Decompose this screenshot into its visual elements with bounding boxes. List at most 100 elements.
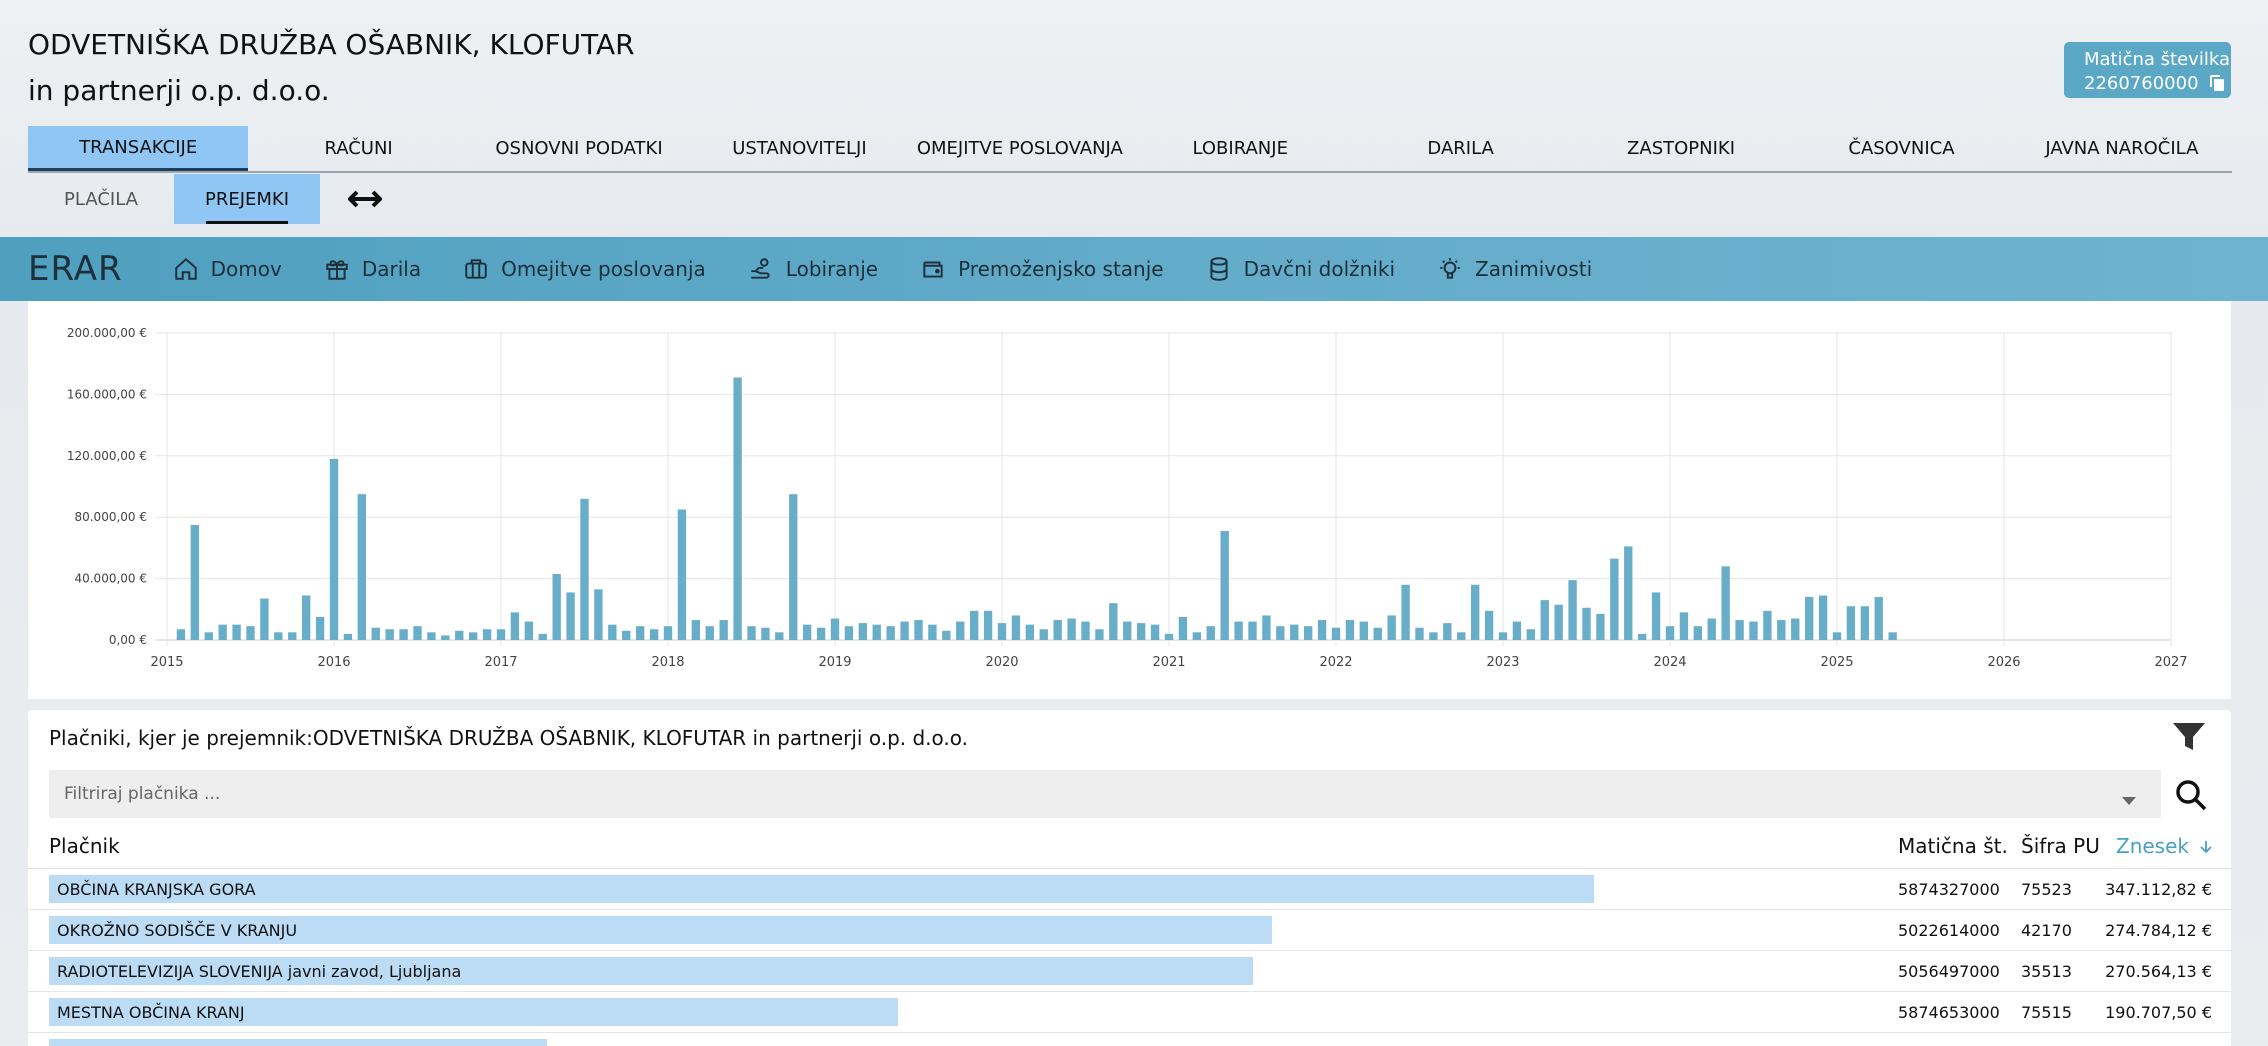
- table-heading: Plačniki, kjer je prejemnik:ODVETNIŠKA D…: [49, 726, 968, 750]
- chart-bar: [872, 624, 881, 640]
- amount-bar: [49, 875, 1594, 903]
- payer-name: MESTNA OBČINA KRANJ: [57, 1003, 245, 1022]
- chevron-down-icon[interactable]: [2122, 790, 2136, 809]
- hand-coin-icon: [751, 258, 770, 279]
- chart-bar: [1540, 600, 1549, 640]
- table-row[interactable]: OKROŽNO SODIŠČE V KRANJU 5022614000 4217…: [28, 910, 2231, 951]
- chart-bar: [649, 629, 659, 640]
- tab-racuni[interactable]: RAČUNI: [324, 138, 393, 159]
- chart-bar: [385, 629, 394, 640]
- registration-number-label: Matična številka: [2084, 49, 2230, 70]
- chart-bar: [1484, 610, 1494, 640]
- chart-bar: [329, 458, 339, 640]
- nav-darila[interactable]: Darila: [324, 256, 421, 282]
- chart-bar: [1554, 604, 1563, 640]
- y-tick-label: 160.000,00 €: [67, 387, 147, 401]
- chart-bar: [552, 573, 561, 640]
- tab-darila[interactable]: DARILA: [1427, 138, 1494, 159]
- nav-domov[interactable]: Domov: [173, 256, 282, 282]
- chart-bar: [482, 629, 492, 640]
- tab-casovnica[interactable]: ČASOVNICA: [1848, 138, 1955, 159]
- chart-bar: [580, 498, 589, 640]
- chart-bar: [747, 626, 756, 640]
- column-header-code[interactable]: Šifra PU: [2021, 834, 2100, 858]
- chart-bar: [204, 632, 213, 640]
- chart-bar: [969, 610, 979, 640]
- nav-premozenjsko-stanje[interactable]: Premoženjsko stanje: [920, 256, 1164, 282]
- chart-bar: [260, 598, 269, 640]
- chart-bar: [1248, 621, 1257, 640]
- y-tick-label: 40.000,00 €: [74, 572, 147, 586]
- tab-omejitve-poslovanja[interactable]: OMEJITVE POSLOVANJA: [916, 138, 1123, 159]
- chart-bar: [900, 621, 909, 640]
- payer-code: 42170: [2021, 921, 2072, 940]
- nav-omejitve-poslovanja[interactable]: Omejitve poslovanja: [463, 256, 706, 282]
- chart-bar: [1109, 603, 1118, 640]
- table-header-divider: [28, 868, 2231, 869]
- nav-omejitve-label: Omejitve poslovanja: [501, 257, 706, 281]
- chart-bar: [1345, 620, 1355, 640]
- chart-bar: [1679, 612, 1689, 640]
- x-tick-label: 2017: [484, 655, 517, 670]
- swap-arrows-icon[interactable]: [320, 174, 410, 224]
- chart-bar: [775, 632, 784, 640]
- subtab-prejemki[interactable]: PREJEMKI: [174, 174, 320, 224]
- transactions-bar-chart: 0,00 € 40.000,00 € 80.000,00 € 120.000,00 €…: [67, 326, 2188, 670]
- payer-amount: 347.112,82 €: [2105, 880, 2212, 899]
- nav-lobiranje[interactable]: Lobiranje: [748, 256, 878, 282]
- nav-zanimivosti[interactable]: Zanimivosti: [1437, 256, 1592, 282]
- payer-amount: 274.784,12 €: [2105, 921, 2212, 940]
- chart-bar: [1192, 632, 1202, 640]
- chart-bar: [301, 595, 311, 640]
- table-row-partial[interactable]: [28, 1033, 2231, 1046]
- column-header-amount[interactable]: Znesek: [2116, 834, 2213, 858]
- chart-bar: [1763, 610, 1772, 640]
- chart-bar: [733, 377, 742, 640]
- payer-reg: 5874653000: [1898, 1003, 2000, 1022]
- chart-bar: [399, 629, 408, 640]
- search-icon[interactable]: [2174, 778, 2208, 816]
- chart-bar: [1443, 623, 1452, 640]
- chart-bar: [524, 621, 534, 640]
- chart-bar: [956, 621, 965, 640]
- sort-arrow-down-icon: [2200, 841, 2212, 854]
- table-row[interactable]: OBČINA KRANJSKA GORA 5874327000 75523 34…: [28, 869, 2231, 910]
- payer-filter-input[interactable]: [49, 770, 2161, 818]
- copy-icon[interactable]: [2210, 75, 2225, 99]
- chart-bar: [1025, 624, 1035, 640]
- tab-lobiranje[interactable]: LOBIRANJE: [1192, 138, 1288, 159]
- tab-transakcije[interactable]: TRANSAKCIJE: [28, 126, 249, 171]
- x-tick-label: 2015: [150, 655, 183, 670]
- payer-name: OKROŽNO SODIŠČE V KRANJU: [57, 921, 298, 940]
- column-header-reg[interactable]: Matična št.: [1898, 834, 2008, 858]
- table-row[interactable]: RADIOTELEVIZIJA SLOVENIJA javni zavod, L…: [28, 951, 2231, 992]
- tab-zastopniki[interactable]: ZASTOPNIKI: [1627, 138, 1736, 159]
- chart-bar: [691, 620, 701, 640]
- x-tick-label: 2026: [1987, 655, 2020, 670]
- chart-bar: [942, 630, 951, 640]
- tab-ustanovitelji[interactable]: USTANOVITELJI: [732, 138, 867, 159]
- registration-number-badge[interactable]: Matična številka 2260760000: [2064, 42, 2231, 98]
- chart-bar: [1791, 618, 1800, 640]
- chart-bar: [1178, 616, 1188, 640]
- bulb-icon: [1440, 258, 1460, 279]
- chart-bar: [1276, 626, 1285, 640]
- chart-bar: [1387, 615, 1396, 640]
- nav-davcni-dolzniki[interactable]: Davčni dolžniki: [1206, 256, 1395, 282]
- erar-logo[interactable]: ERAR: [28, 249, 123, 289]
- tab-javna-narocila[interactable]: JAVNA NAROČILA: [2045, 138, 2199, 159]
- chart-bar: [427, 632, 436, 640]
- payer-code: 75515: [2021, 1003, 2072, 1022]
- home-icon: [174, 257, 197, 280]
- chart-bar: [343, 633, 353, 640]
- filter-icon[interactable]: [2172, 722, 2206, 756]
- nav-davcni-label: Davčni dolžniki: [1243, 257, 1396, 281]
- nav-lobiranje-label: Lobiranje: [785, 257, 879, 281]
- subtab-placila[interactable]: PLAČILA: [64, 188, 138, 210]
- chart-bar: [844, 626, 854, 640]
- chart-bar: [1150, 624, 1160, 640]
- column-header-payer[interactable]: Plačnik: [49, 834, 120, 858]
- tab-osnovni-podatki[interactable]: OSNOVNI PODATKI: [495, 138, 663, 159]
- chart-bar: [1610, 558, 1619, 640]
- table-row[interactable]: MESTNA OBČINA KRANJ 5874653000 75515 190…: [28, 992, 2231, 1033]
